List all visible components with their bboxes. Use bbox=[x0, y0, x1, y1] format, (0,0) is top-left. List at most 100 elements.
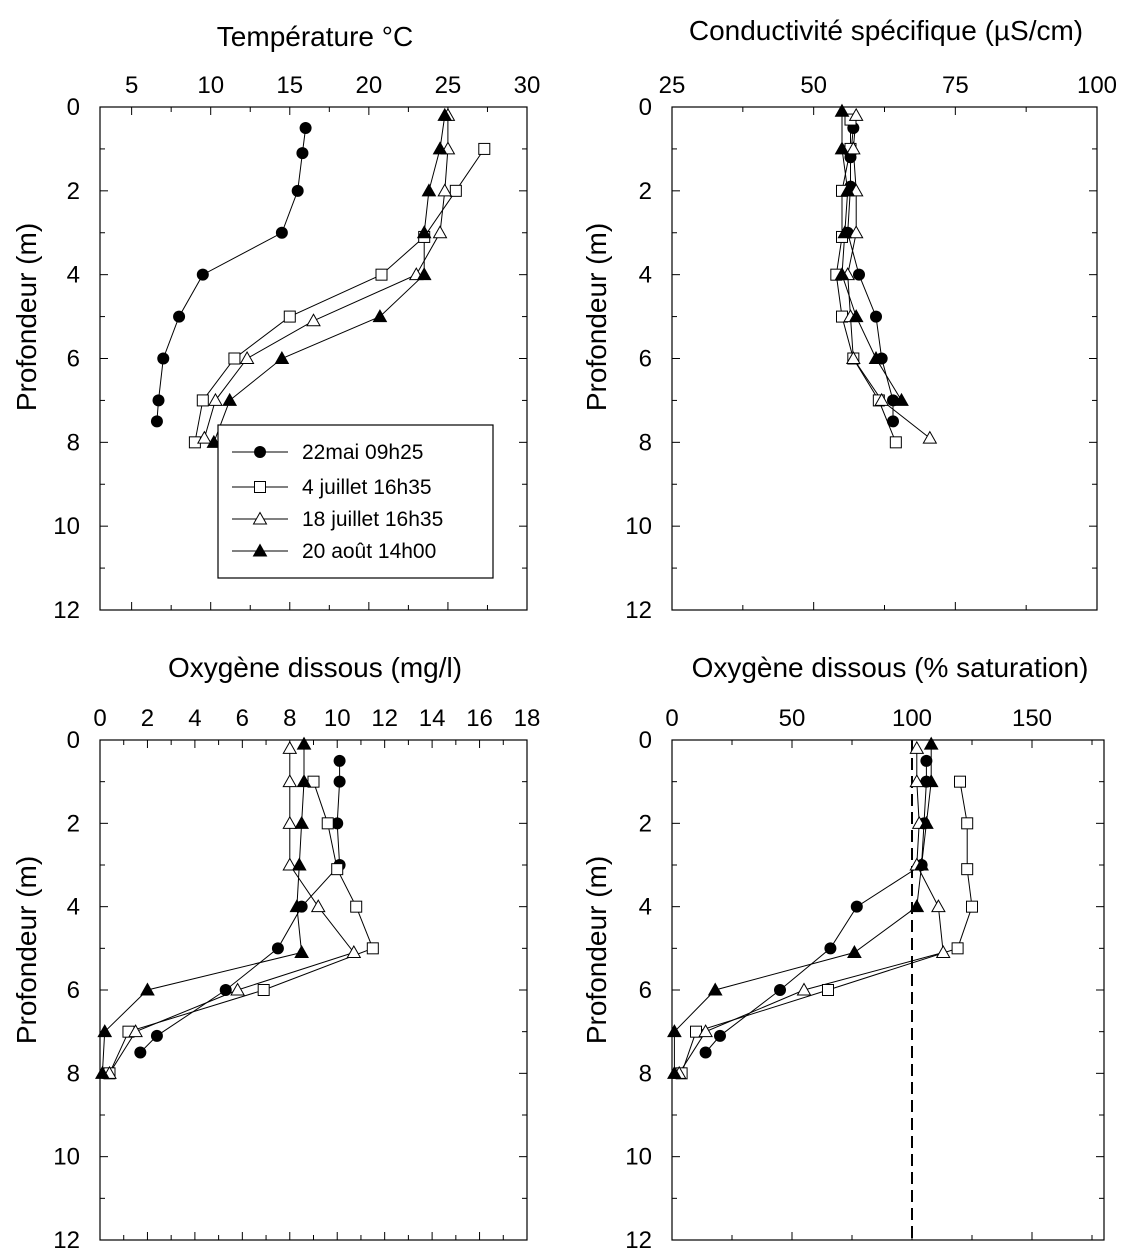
panel-oxygene-mg-series-0-point bbox=[134, 1046, 147, 1059]
panel-temperature-ytick-label: 6 bbox=[67, 346, 80, 373]
panel-oxygene-mg-series-3-point bbox=[95, 1065, 110, 1079]
panel-conductivite-series-0-point bbox=[887, 415, 899, 428]
panel-oxygene-mg-series-0-point bbox=[333, 775, 346, 788]
panel-oxygene-mg-xtick-label: 16 bbox=[466, 705, 493, 732]
panel-temperature-ytick-label: 8 bbox=[67, 429, 80, 456]
panel-temperature-series-2-point bbox=[432, 225, 448, 239]
panel-oxygene-mg-ytick-label: 8 bbox=[67, 1060, 80, 1087]
panel-temperature-series-3-point bbox=[416, 225, 432, 239]
legend-entry-2: 18 juillet 16h35 bbox=[232, 508, 443, 531]
panel-oxygene-mg-series-3-point bbox=[289, 899, 305, 913]
panel-oxygene-mg-xtick-label: 0 bbox=[93, 705, 106, 732]
panel-oxygene-mg-xtick-label: 4 bbox=[188, 705, 201, 732]
panel-temperature-series-0-point bbox=[299, 121, 312, 134]
panel-oxygene-mg-series-3-point bbox=[296, 774, 312, 788]
panel-temperature-series-1-point bbox=[478, 142, 491, 155]
panel-conductivite-series-3-point bbox=[868, 350, 884, 364]
panel-oxygene-sat-ytick-label: 12 bbox=[625, 1227, 652, 1251]
panel-conductivite-series-1-line bbox=[835, 119, 897, 443]
panel-oxygene-sat-series-2-point bbox=[909, 774, 925, 788]
panel-conductivite-series-0-point bbox=[853, 268, 865, 281]
panel-conductivite-xtick-label: 100 bbox=[1077, 72, 1117, 99]
panel-temperature-series-1-point bbox=[196, 394, 209, 407]
panel-temperature-series-3-point bbox=[372, 309, 388, 323]
panel-oxygene-mg-series-1-point bbox=[331, 863, 344, 876]
panel-temperature-series-0-point bbox=[150, 415, 163, 428]
panel-conductivite-series-3-point bbox=[834, 103, 850, 117]
panel-oxygene-sat-series-3-point bbox=[914, 857, 929, 871]
legend-entry-0: 22mai 09h25 bbox=[232, 441, 423, 464]
legend-label-2: 18 juillet 16h35 bbox=[302, 508, 443, 531]
panel-oxygene-sat-series-3-point bbox=[909, 899, 925, 913]
panel-oxygene-sat-series-3-point bbox=[923, 774, 939, 788]
panel-oxygene-sat-series-2-point bbox=[935, 944, 951, 958]
panel-oxygene-sat-ytick-label: 2 bbox=[639, 810, 652, 837]
panel-oxygene-sat-series-3-point bbox=[667, 1065, 682, 1079]
panel-temperature: Température °C Profondeur (m) 5 10 15 20 25 3… bbox=[11, 21, 540, 624]
panel-oxygene-sat-ytick-label: 0 bbox=[639, 727, 652, 754]
panel-oxygene-mg-series-1-point bbox=[321, 817, 334, 830]
panel-temperature-series-2-point bbox=[306, 313, 321, 327]
panel-temperature-ytick-label: 12 bbox=[53, 597, 80, 624]
panel-temperature-xtick-label: 5 bbox=[125, 72, 138, 99]
panel-oxygene-sat-series-1-point bbox=[951, 942, 964, 955]
panel-oxygene-sat-ytick-label: 8 bbox=[639, 1060, 652, 1087]
legend: 22mai 09h25 4 juillet 16h35 18 juillet 1… bbox=[217, 424, 494, 579]
panel-oxygene-mg-xtick-label: 18 bbox=[514, 705, 541, 732]
panel-oxygene-mg-ytick-label: 2 bbox=[67, 810, 80, 837]
panel-conductivite-series-2-point bbox=[922, 430, 938, 444]
panel-oxygene-mg-xtick-label: 10 bbox=[324, 705, 351, 732]
panel-temperature-series-2-point bbox=[208, 392, 223, 406]
panel-oxygene-mg-series-3-point bbox=[291, 857, 307, 871]
panel-oxygene-mg-series-2-point bbox=[282, 815, 298, 829]
panel-oxygene-mg-ytick-label: 12 bbox=[53, 1227, 80, 1251]
panel-oxygene-sat-ytick-label: 4 bbox=[639, 894, 652, 921]
panel-temperature-ylabel: Profondeur (m) bbox=[11, 223, 42, 411]
panel-oxygene-mg-xtick-label: 14 bbox=[419, 705, 446, 732]
panel-conductivite-series-2-point bbox=[874, 392, 890, 406]
panel-temperature-series-0-line bbox=[156, 127, 307, 422]
panel-temperature-ytick-label: 4 bbox=[67, 262, 80, 289]
panel-conductivite-series-0-point bbox=[870, 310, 882, 323]
panel-oxygene-sat-series-3-point bbox=[667, 1024, 682, 1038]
panel-conductivite-series-2-point bbox=[845, 350, 861, 364]
panel-oxygene-mg-series-3-point bbox=[97, 1024, 113, 1038]
panel-oxygene-mg-series-2-point bbox=[310, 899, 326, 913]
panel-temperature-series-1-point bbox=[228, 352, 241, 365]
panel-oxygene-sat-series-2-point bbox=[931, 899, 946, 913]
panel-oxygene-sat-series-0-point bbox=[824, 942, 837, 955]
panel-conductivite-xtick-label: 50 bbox=[800, 72, 827, 99]
panel-oxygene-sat-series-0-point bbox=[699, 1046, 712, 1059]
legend-label-3: 20 août 14h00 bbox=[302, 540, 436, 563]
panel-oxygene-sat-series-3-point bbox=[919, 815, 934, 829]
panel-oxygene-sat-series-2-point bbox=[796, 982, 812, 996]
legend-marker-2 bbox=[252, 511, 268, 525]
panel-conductivite-series-2-point bbox=[848, 225, 864, 239]
legend-label-1: 4 juillet 16h35 bbox=[302, 476, 432, 499]
panel-temperature-series-3-point bbox=[416, 267, 432, 281]
panel-conductivite-ytick-label: 0 bbox=[639, 94, 652, 121]
panel-conductivite-ytick-label: 12 bbox=[625, 597, 652, 624]
panel-temperature-series-3-point bbox=[274, 350, 290, 364]
panel-oxygene-mg-series-3-point bbox=[140, 982, 155, 996]
panel-oxygene-mg-frame bbox=[99, 739, 528, 1241]
panel-oxygene-sat-series-3-point bbox=[923, 736, 939, 750]
panel-temperature-series-3-point bbox=[206, 434, 222, 448]
panel-temperature-xtick-label: 20 bbox=[356, 72, 383, 99]
panel-temperature-series-0-point bbox=[173, 310, 186, 323]
panel-oxygene-mg-ytick-label: 4 bbox=[67, 894, 80, 921]
panel-temperature-series-1-line bbox=[194, 148, 485, 443]
panel-oxygene-mg-series-3-point bbox=[294, 944, 309, 958]
panel-oxygene-sat-ytick-label: 10 bbox=[625, 1144, 652, 1171]
panel-oxygene-mg-series-1-line bbox=[109, 781, 374, 1074]
panel-oxygene-mg-ytick-label: 0 bbox=[67, 727, 80, 754]
panel-oxygene-sat-series-1-point bbox=[954, 775, 966, 788]
panel-conductivite-xtick-label: 25 bbox=[659, 72, 686, 99]
panel-conductivite-ytick-label: 8 bbox=[639, 429, 652, 456]
panel-temperature-series-1-point bbox=[449, 184, 462, 197]
panel-temperature-series-1-point bbox=[283, 310, 296, 323]
panel-temperature-xtick-label: 25 bbox=[435, 72, 462, 99]
panel-conductivite-series-2-point bbox=[848, 107, 864, 121]
panel-conductivite-title: Conductivité spécifique (µS/cm) bbox=[689, 15, 1083, 46]
panel-oxygene-sat-series-2-point bbox=[909, 740, 925, 754]
